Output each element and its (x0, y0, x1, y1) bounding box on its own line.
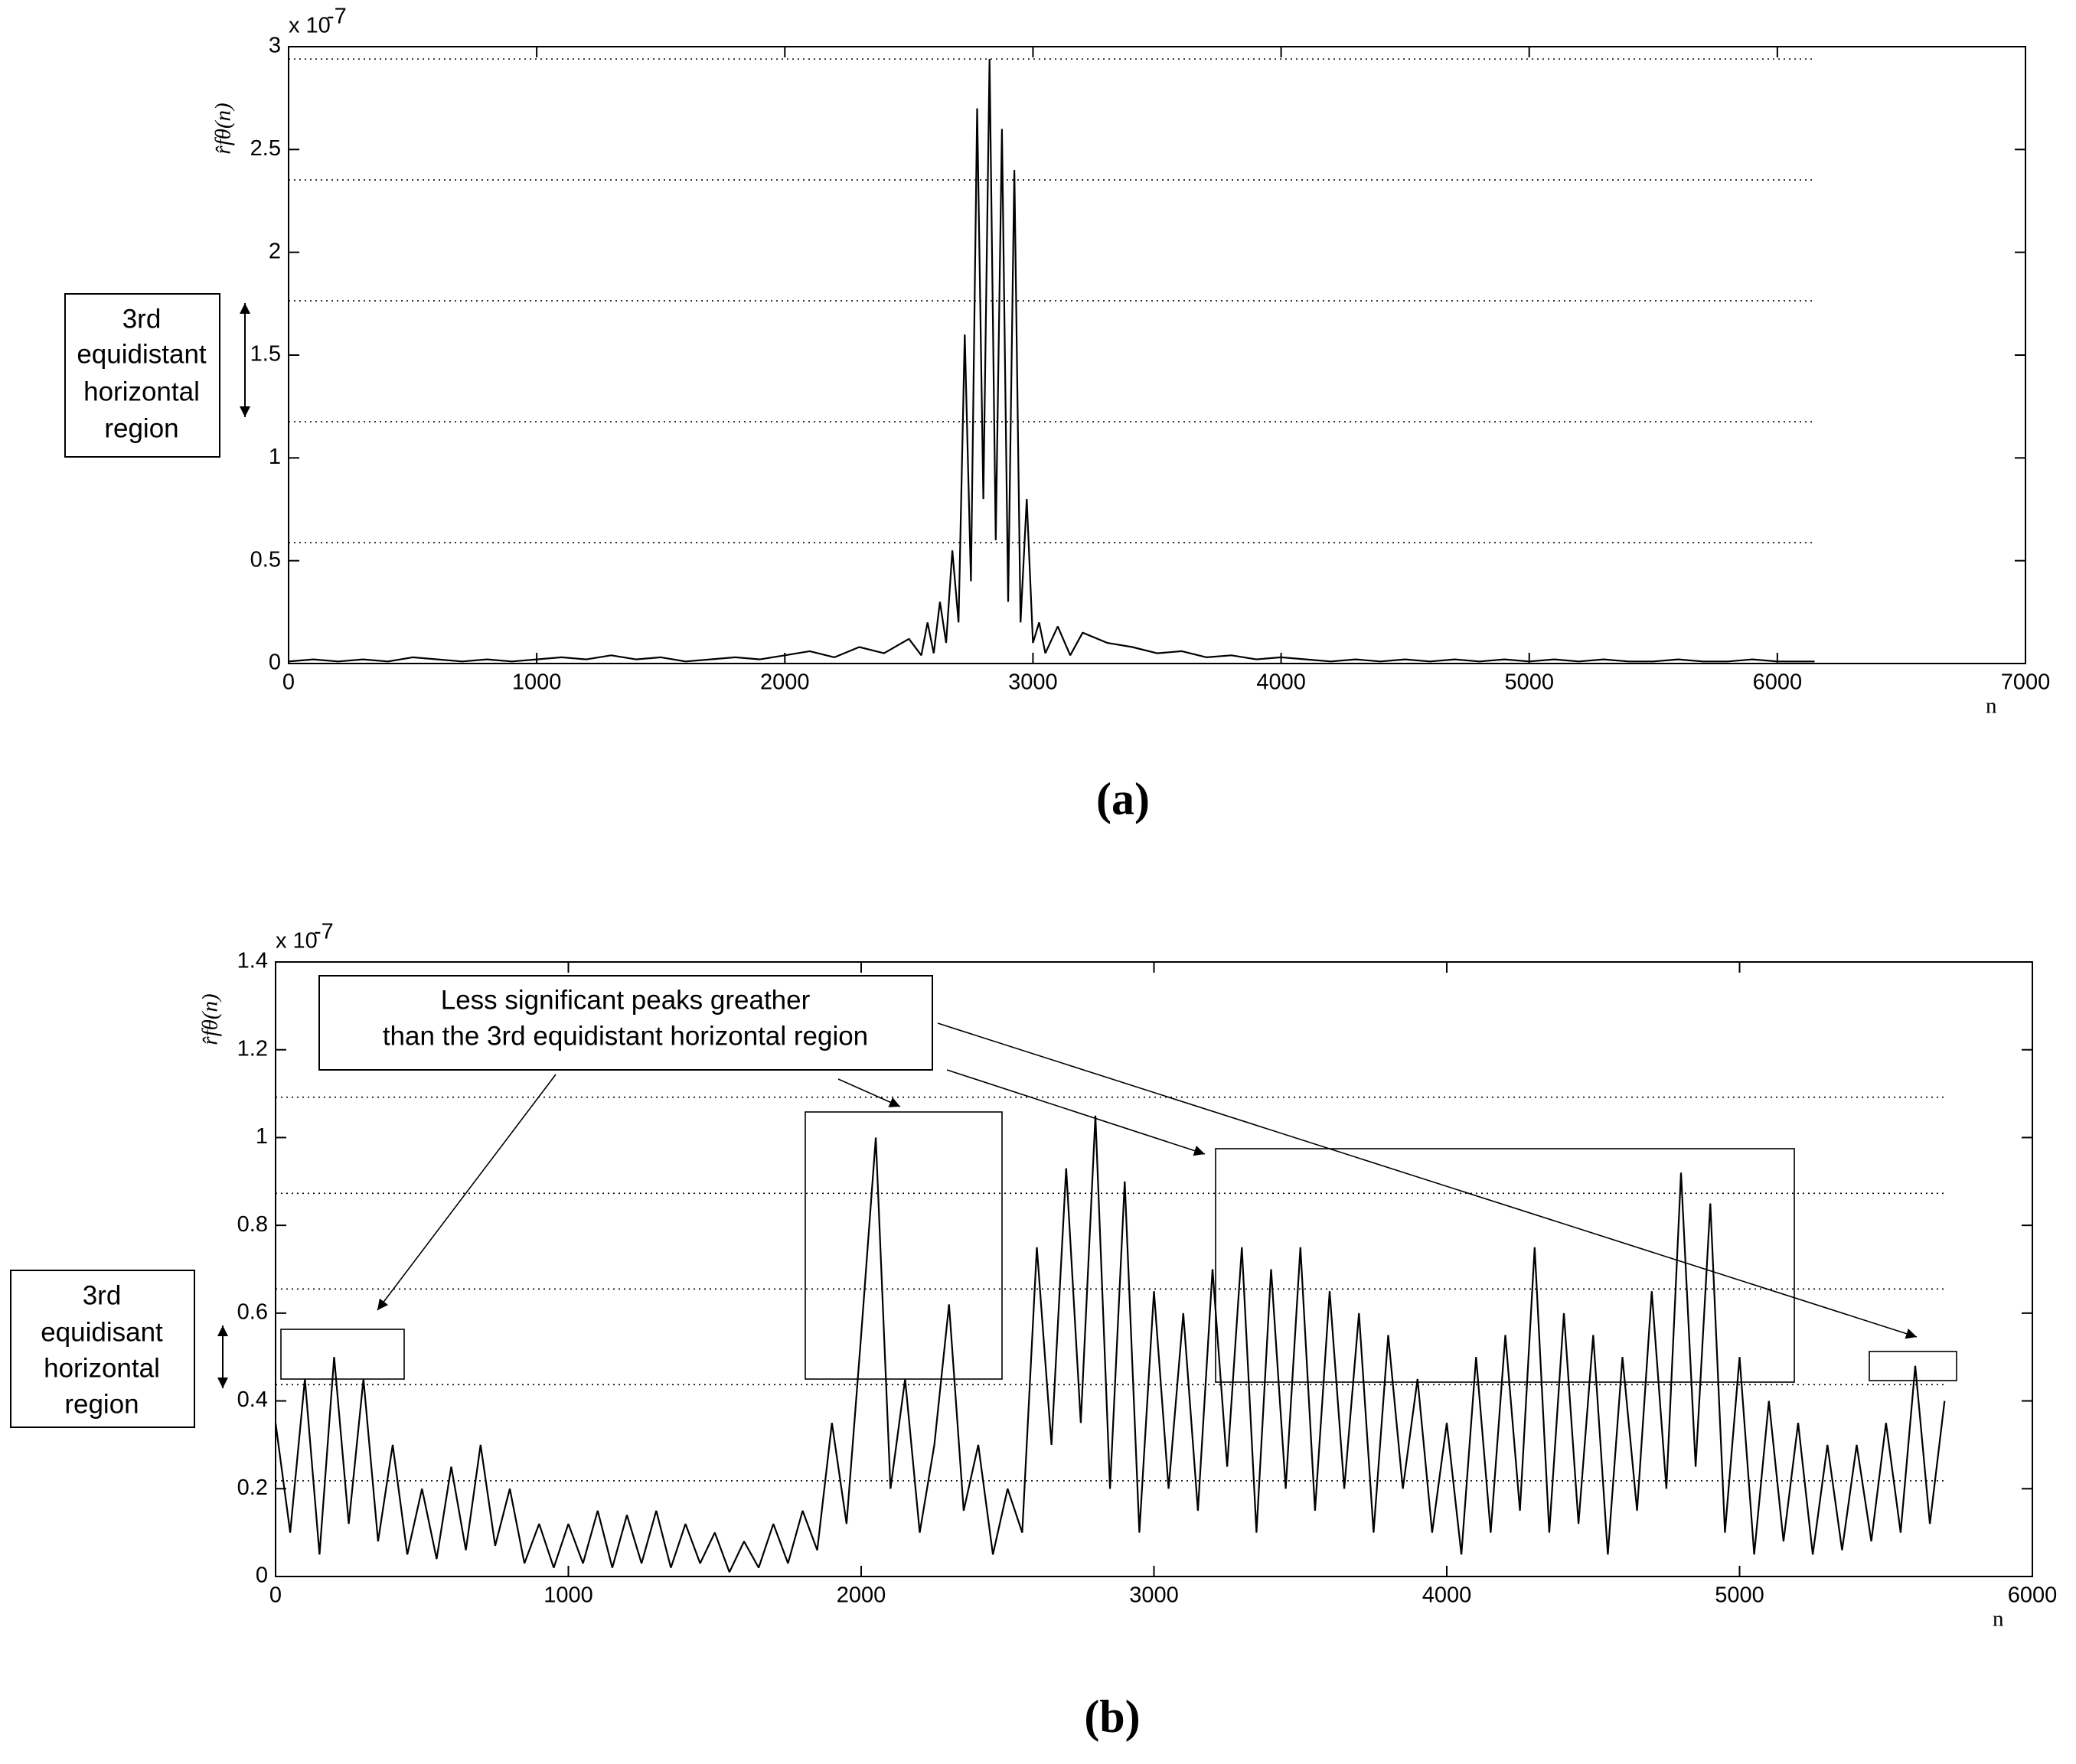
y-tick-label: 1 (256, 1124, 268, 1149)
highlight-box (280, 1329, 405, 1380)
highlight-box (1215, 1148, 1795, 1383)
highlight-box (805, 1111, 1003, 1380)
callout-text: Less significant peaks greather (441, 985, 811, 1015)
y-axis-label: r̂fθ(n) (198, 993, 223, 1045)
arrow (837, 1078, 901, 1107)
highlight-box (1869, 1351, 1957, 1381)
annotation-text: horizontal (83, 377, 200, 406)
y-tick-label: 0.6 (237, 1300, 268, 1325)
y-tick-label: 0.8 (237, 1212, 268, 1237)
x-tick-label: 3000 (1129, 1583, 1179, 1608)
data-line (288, 59, 1815, 663)
y-tick-label: 2 (269, 239, 281, 263)
y-tick-label: 3 (269, 34, 281, 58)
annotation-text: horizontal (44, 1353, 160, 1383)
annotation-text: 3rd (83, 1280, 122, 1310)
annotation-text: region (64, 1389, 139, 1419)
highlight-boxes (280, 1111, 1957, 1383)
caption: (a) (1096, 774, 1150, 824)
y-tick-label: 0.2 (237, 1475, 268, 1500)
y-tick-label: 1 (269, 445, 281, 469)
data-line (274, 1115, 1946, 1573)
x-tick-label: 0 (282, 670, 295, 695)
x-axis-label: n (1993, 1607, 2004, 1632)
y-tick-label: 1.4 (237, 949, 268, 973)
annotation-text: 3rd (122, 304, 162, 334)
y-tick-label: 1.5 (250, 342, 281, 367)
annotation-box (10, 1270, 195, 1428)
x-tick-label: 2000 (760, 670, 810, 695)
callout-box (318, 975, 933, 1071)
y-tick-label: 1.2 (237, 1036, 268, 1061)
x-tick-label: 5000 (1715, 1583, 1764, 1608)
callout-arrows (377, 1022, 1918, 1339)
y-tick-label: 0.5 (250, 547, 281, 572)
x-tick-label: 1000 (543, 1583, 593, 1608)
x-tick-label: 4000 (1256, 670, 1306, 695)
arrow (377, 1074, 557, 1311)
arrow (937, 1022, 1918, 1339)
x-tick-label: 2000 (837, 1583, 886, 1608)
x-tick-label: 7000 (2001, 670, 2051, 695)
exponent: -7 (327, 5, 347, 29)
arrow (946, 1069, 1206, 1156)
x-tick-label: 6000 (2008, 1583, 2058, 1608)
annotation-text: equidistant (77, 339, 207, 369)
y-tick-label: 0 (269, 650, 281, 675)
caption: (b) (1084, 1691, 1140, 1742)
y-tick-label: 0 (256, 1563, 268, 1588)
x-tick-label: 1000 (512, 670, 562, 695)
y-tick-label: 0.4 (237, 1387, 268, 1412)
x-tick-label: 4000 (1422, 1583, 1472, 1608)
y-tick-label: 2.5 (250, 136, 281, 161)
x-axis-label: n (1986, 694, 1997, 719)
exponent-base: x 10 (276, 929, 318, 954)
annotation-text: region (104, 413, 178, 443)
y-axis-label: r̂fθ(n) (211, 103, 236, 154)
callout-text: than the 3rd equidistant horizontal regi… (383, 1021, 868, 1051)
x-tick-label: 6000 (1753, 670, 1803, 695)
annotation-text: equidisant (41, 1317, 163, 1347)
x-tick-label: 0 (269, 1583, 282, 1608)
exponent: -7 (314, 920, 334, 944)
plot-area (288, 46, 2026, 664)
x-tick-label: 3000 (1008, 670, 1058, 695)
x-tick-label: 5000 (1504, 670, 1554, 695)
annotation-box (64, 293, 220, 458)
exponent-base: x 10 (289, 14, 331, 38)
